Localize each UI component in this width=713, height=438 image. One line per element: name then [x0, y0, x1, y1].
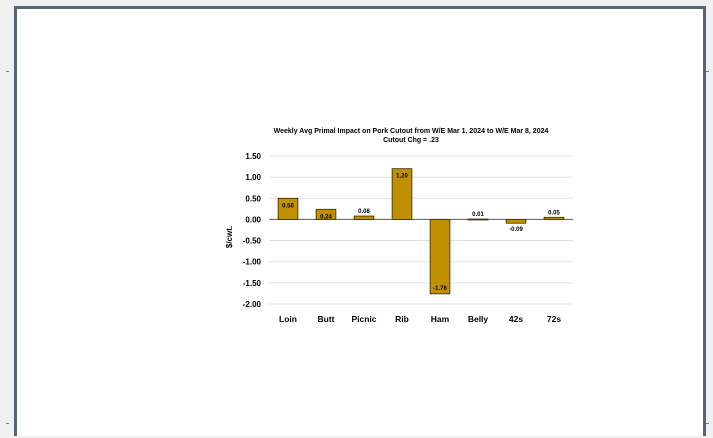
x-tick-label: Ham: [431, 314, 450, 324]
y-tick-label: -2.00: [243, 300, 262, 309]
y-tick-label: -1.00: [243, 258, 262, 267]
y-axis-label: $/cwt.: [225, 226, 234, 248]
bar-picnic: [353, 215, 375, 220]
bar-42s: [505, 219, 527, 224]
data-labels: 0.50 0.24 0.08 1.20 -1.76 0.01 -0.09 0.05: [282, 174, 560, 292]
data-label: 0.05: [548, 210, 560, 216]
chart-title: Weekly Avg Primal Impact on Pork Cutout …: [274, 128, 549, 135]
x-axis-ticks: Loin Butt Picnic Rib Ham Belly 42s 72s: [279, 314, 561, 324]
gridlines: [269, 155, 573, 305]
bar-butt: [315, 208, 337, 220]
document-page: Weekly Avg Primal Impact on Pork Cutout …: [6, 6, 709, 436]
page-corner-mark: [6, 423, 9, 424]
bar-rib: [391, 168, 413, 220]
x-tick-label: Picnic: [351, 314, 376, 324]
y-tick-label: 0.50: [245, 194, 261, 203]
x-tick-label: 42s: [509, 314, 523, 324]
data-label: 0.24: [320, 214, 332, 220]
bar-72s: [543, 216, 565, 220]
data-label: -0.09: [509, 227, 523, 233]
x-tick-label: 72s: [547, 314, 561, 324]
data-label: 1.20: [396, 174, 408, 180]
data-label: 0.01: [472, 212, 484, 218]
data-label: 0.08: [358, 209, 370, 215]
bars: [277, 168, 565, 295]
bar-ham: [429, 219, 451, 295]
chart-subtitle: Cutout Chg = .23: [383, 137, 439, 144]
page-corner-mark: [706, 423, 709, 424]
y-tick-label: -1.50: [243, 279, 262, 288]
data-label: 0.50: [282, 203, 294, 209]
page-corner-mark: [6, 71, 9, 72]
x-tick-label: Rib: [395, 314, 409, 324]
y-tick-label: 1.00: [245, 173, 261, 182]
x-tick-label: Butt: [318, 314, 335, 324]
y-tick-label: 1.50: [245, 152, 261, 161]
y-tick-label: -0.50: [243, 237, 262, 246]
page-corner-mark: [706, 71, 709, 72]
bar-loin: [277, 197, 299, 220]
bar-chart: Weekly Avg Primal Impact on Pork Cutout …: [225, 128, 573, 324]
x-tick-label: Belly: [468, 314, 489, 324]
y-tick-label: 0.00: [245, 215, 261, 224]
bar-belly: [467, 218, 489, 221]
x-tick-label: Loin: [279, 314, 297, 324]
y-axis-ticks: 1.50 1.00 0.50 0.00 -0.50 -1.00 -1.50 -2.00: [243, 152, 262, 309]
data-label: -1.76: [433, 286, 447, 292]
